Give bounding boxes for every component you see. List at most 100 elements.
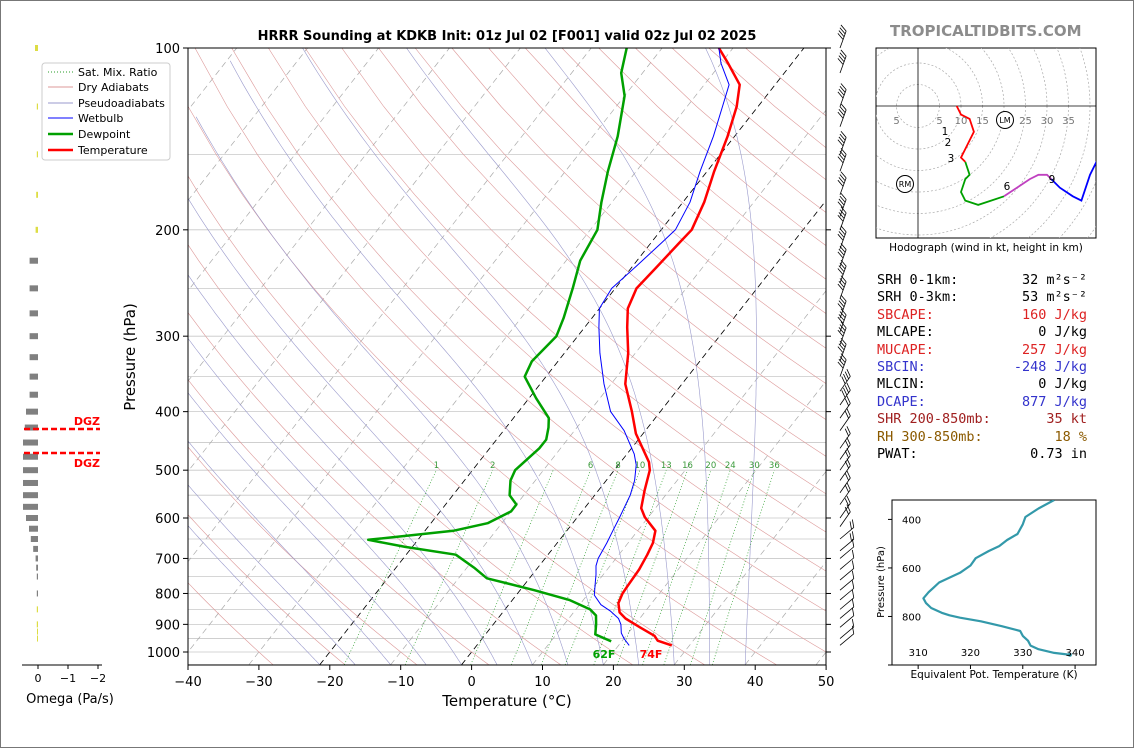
param-label: SBCAPE: bbox=[877, 306, 934, 323]
dry-adiabat bbox=[188, 312, 561, 665]
omega-bar bbox=[37, 628, 38, 635]
dgz-label-bottom: DGZ bbox=[74, 457, 100, 470]
isotherm bbox=[188, 48, 521, 472]
omega-bar bbox=[37, 635, 38, 642]
series-dewpoint bbox=[366, 48, 628, 643]
wind-barb bbox=[837, 193, 847, 217]
theta-e-xlabel: Equivalent Pot. Temperature (K) bbox=[910, 669, 1077, 681]
param-value: 32 m²s⁻² bbox=[1021, 272, 1087, 288]
skewt-legend: Sat. Mix. Ratio Dry Adiabats Pseudoadiab… bbox=[41, 62, 171, 161]
mixing-ratio-label: 2 bbox=[490, 461, 495, 471]
hodograph-ring-label: 35 bbox=[1062, 116, 1075, 127]
hodograph-segment bbox=[1050, 160, 1096, 202]
dry-adiabat bbox=[188, 175, 705, 665]
param-label: SHR 200-850mb: bbox=[877, 411, 991, 428]
omega-tick-label: 0 bbox=[35, 672, 42, 685]
param-label: PWAT: bbox=[877, 445, 918, 462]
storm-motion-label: LM bbox=[999, 116, 1010, 125]
x-tick-label: −20 bbox=[316, 675, 343, 690]
isotherm bbox=[248, 48, 734, 665]
dgz-label-top: DGZ bbox=[74, 415, 100, 428]
isotherm bbox=[188, 48, 450, 382]
wind-barb bbox=[839, 625, 855, 646]
mixing-ratio-line bbox=[343, 470, 437, 665]
isotherm bbox=[188, 48, 379, 292]
mixing-ratio-line bbox=[404, 470, 494, 665]
wind-barb bbox=[839, 549, 855, 570]
mixing-ratio-label: 10 bbox=[635, 461, 646, 471]
wind-barb bbox=[839, 382, 851, 406]
param-value: 257 J/kg bbox=[1021, 341, 1087, 358]
storm-motion-marker bbox=[896, 175, 914, 193]
y-tick-label: 400 bbox=[155, 406, 180, 421]
y-tick-label: 100 bbox=[155, 42, 180, 57]
mixing-ratio-label: 6 bbox=[588, 461, 593, 471]
wind-barb bbox=[837, 103, 847, 127]
omega-bar bbox=[33, 545, 38, 552]
theta-e-x-tick-label: 310 bbox=[909, 648, 928, 659]
hodograph-ring-label: 5 bbox=[893, 116, 899, 127]
wind-barb bbox=[839, 458, 851, 481]
x-tick-label: 40 bbox=[747, 675, 764, 690]
wind-barb bbox=[837, 24, 847, 49]
dry-adiabat bbox=[231, 48, 826, 612]
param-value: 35 kt bbox=[1046, 411, 1087, 428]
isotherm bbox=[673, 470, 826, 665]
mixing-ratio-line bbox=[663, 470, 731, 665]
param-label: MUCAPE: bbox=[877, 341, 934, 358]
minus-twenty-isotherm bbox=[319, 48, 805, 665]
param-label: DCAPE: bbox=[877, 393, 926, 410]
param-label: RH 300-850mb: bbox=[877, 428, 983, 445]
hodograph-ring-label: 5 bbox=[936, 116, 942, 127]
site-watermark: TROPICALTIDBITS.COM bbox=[890, 22, 1082, 40]
omega-bar bbox=[29, 525, 38, 532]
zero-isotherm bbox=[461, 199, 826, 665]
omega-ticks: 0 −1 −2 bbox=[35, 665, 106, 685]
isotherm bbox=[188, 48, 592, 563]
skewt-y-ticks: 100 200 300 400 500 600 700 800 900 1000 bbox=[147, 42, 831, 661]
mixing-ratio-label: 8 bbox=[615, 461, 620, 471]
omega-bars bbox=[23, 45, 38, 642]
param-value: 53 m²s⁻² bbox=[1021, 289, 1087, 306]
param-row: SBCIN: -248 J/kg bbox=[877, 359, 1097, 376]
param-label: SRH 0-3km: bbox=[877, 289, 959, 306]
omega-bar bbox=[36, 103, 38, 110]
mixing-ratio-line bbox=[642, 470, 712, 665]
wind-barb bbox=[839, 589, 855, 610]
theta-e-line bbox=[922, 500, 1070, 656]
param-label: SRH 0-1km: bbox=[877, 272, 959, 288]
dry-adiabat bbox=[268, 48, 826, 572]
storm-motion-label: RM bbox=[899, 180, 912, 189]
dgz-markers: DGZ DGZ bbox=[24, 415, 100, 470]
param-label: MLCIN: bbox=[877, 376, 926, 393]
wind-barb bbox=[837, 206, 847, 230]
mixing-ratio-label: 24 bbox=[725, 461, 736, 471]
dry-adiabat bbox=[188, 582, 274, 665]
omega-bar bbox=[29, 354, 38, 361]
omega-bar bbox=[36, 564, 38, 571]
wind-barb bbox=[839, 580, 855, 601]
skewt-ylabel: Pressure (hPa) bbox=[121, 303, 139, 411]
omega-xlabel: Omega (Pa/s) bbox=[26, 692, 114, 707]
wind-barb bbox=[839, 482, 851, 505]
hodograph-height-label: 6 bbox=[1004, 181, 1011, 193]
wind-barb bbox=[839, 531, 855, 552]
omega-bar bbox=[36, 590, 38, 597]
mixing-ratio-line bbox=[711, 470, 775, 665]
skewt-series bbox=[366, 48, 741, 647]
dry-adiabat bbox=[341, 48, 826, 495]
pseudoadiabat bbox=[188, 525, 321, 665]
y-tick-label: 900 bbox=[155, 618, 180, 633]
wind-barb bbox=[839, 408, 851, 431]
wind-barb bbox=[839, 618, 855, 639]
wind-barb bbox=[839, 495, 851, 519]
theta-e-y-tick-label: 400 bbox=[902, 515, 921, 526]
param-row: SBCAPE: 160 J/kg bbox=[877, 307, 1097, 324]
mixing-ratio-label: 36 bbox=[769, 461, 780, 471]
hodograph-segment bbox=[960, 161, 1005, 206]
param-row: PWAT: 0.73 in bbox=[877, 446, 1097, 463]
hodograph-segment bbox=[955, 105, 975, 163]
wind-barb bbox=[839, 426, 851, 449]
hodograph-height-label: 9 bbox=[1049, 174, 1056, 186]
dry-adiabat bbox=[414, 48, 826, 420]
